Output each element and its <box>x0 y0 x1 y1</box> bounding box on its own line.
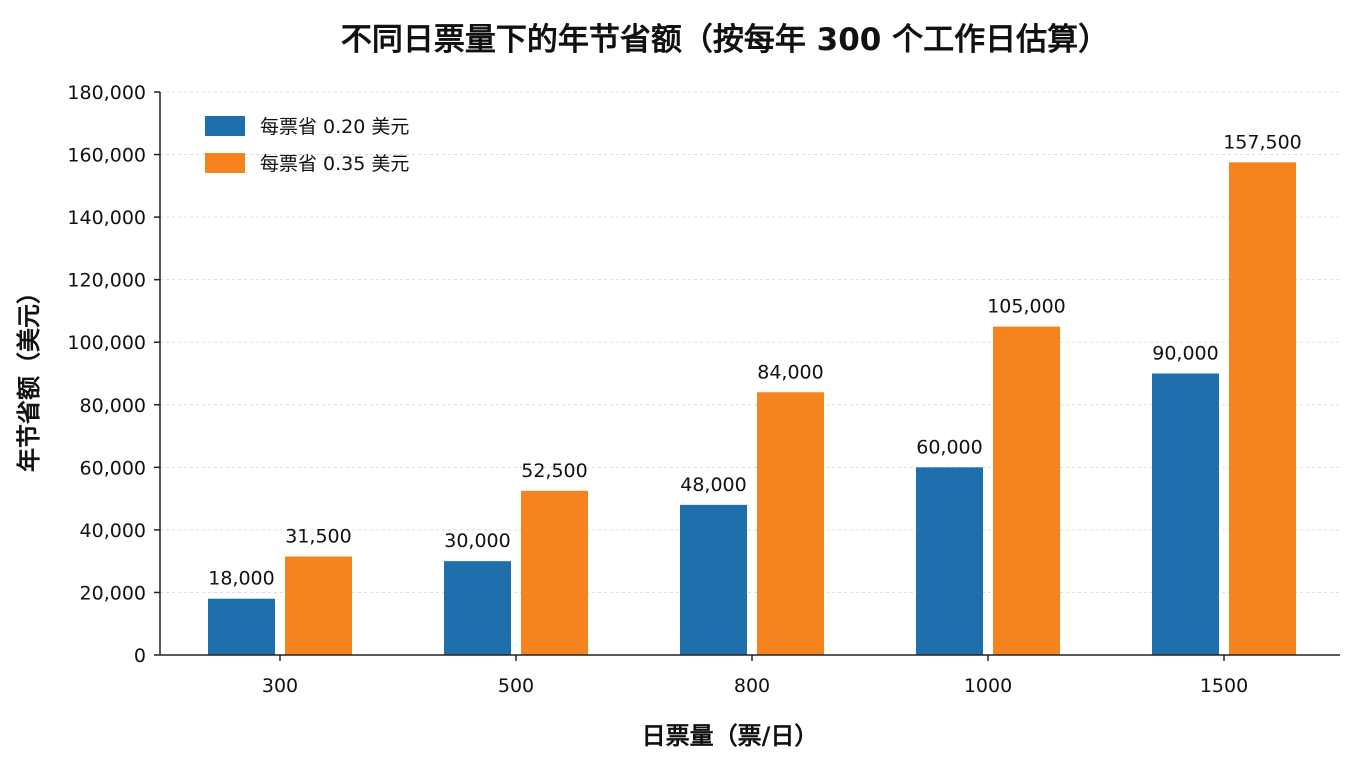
x-tick-label-300: 300 <box>262 675 298 697</box>
y-tick-label: 20,000 <box>80 582 146 604</box>
data-label-series-2-500: 52,500 <box>521 460 587 482</box>
x-tick-label-800: 800 <box>734 675 770 697</box>
x-axis-title: 日票量（票/日） <box>642 722 819 750</box>
data-label-series-2-1500: 157,500 <box>1223 131 1302 153</box>
y-axis-title: 年节省额（美元） <box>15 280 43 472</box>
y-tick-label: 80,000 <box>80 395 146 417</box>
y-tick-labels: 0 20,000 40,000 60,000 80,000 100,000 120,000 1… <box>67 82 160 667</box>
y-tick-label: 180,000 <box>67 82 146 104</box>
bar-series-2-300 <box>285 556 352 655</box>
data-label-series-2-1000: 105,000 <box>987 296 1066 318</box>
y-tick-label: 120,000 <box>67 270 146 292</box>
y-tick-label: 40,000 <box>80 520 146 542</box>
legend-swatch-1 <box>205 116 245 136</box>
bar-series-2-1500 <box>1229 162 1296 655</box>
data-label-series-1-800: 48,000 <box>680 474 746 496</box>
data-labels: 18,000 31,500 30,000 52,500 48,000 84,000 60,0… <box>208 131 1302 589</box>
data-label-series-1-300: 18,000 <box>208 568 274 590</box>
bar-series-1-1000 <box>916 467 983 655</box>
bar-series-1-500 <box>444 561 511 655</box>
data-label-series-2-800: 84,000 <box>757 361 823 383</box>
data-label-series-1-1500: 90,000 <box>1152 343 1218 365</box>
legend-label-2: 每票省 0.35 美元 <box>260 153 409 175</box>
bar-series-2-800 <box>757 392 824 655</box>
bar-series-1-300 <box>208 598 275 655</box>
y-tick-label: 0 <box>134 645 146 667</box>
x-tick-label-1500: 1500 <box>1200 675 1248 697</box>
gridlines <box>160 91 1340 593</box>
bar-series-1-800 <box>680 504 747 655</box>
data-label-series-1-1000: 60,000 <box>916 436 982 458</box>
bar-series-2-1000 <box>993 326 1060 655</box>
axes <box>159 92 1340 656</box>
legend-swatch-2 <box>205 153 245 173</box>
chart-title: 不同日票量下的年节省额（按每年 300 个工作日估算） <box>341 22 1109 58</box>
x-tick-label-1000: 1000 <box>964 675 1012 697</box>
bar-series-2-500 <box>521 490 588 655</box>
bar-series-1-1500 <box>1152 373 1219 655</box>
x-tick-label-500: 500 <box>498 675 534 697</box>
data-label-series-1-500: 30,000 <box>444 530 510 552</box>
y-tick-label: 160,000 <box>67 145 146 167</box>
y-tick-label: 140,000 <box>67 207 146 229</box>
y-tick-label: 100,000 <box>67 332 146 354</box>
legend-label-1: 每票省 0.20 美元 <box>260 116 409 138</box>
bars <box>208 162 1296 655</box>
x-tick-labels: 300 500 800 1000 1500 <box>262 655 1248 697</box>
data-label-series-2-300: 31,500 <box>285 525 351 547</box>
y-tick-label: 60,000 <box>80 457 146 479</box>
